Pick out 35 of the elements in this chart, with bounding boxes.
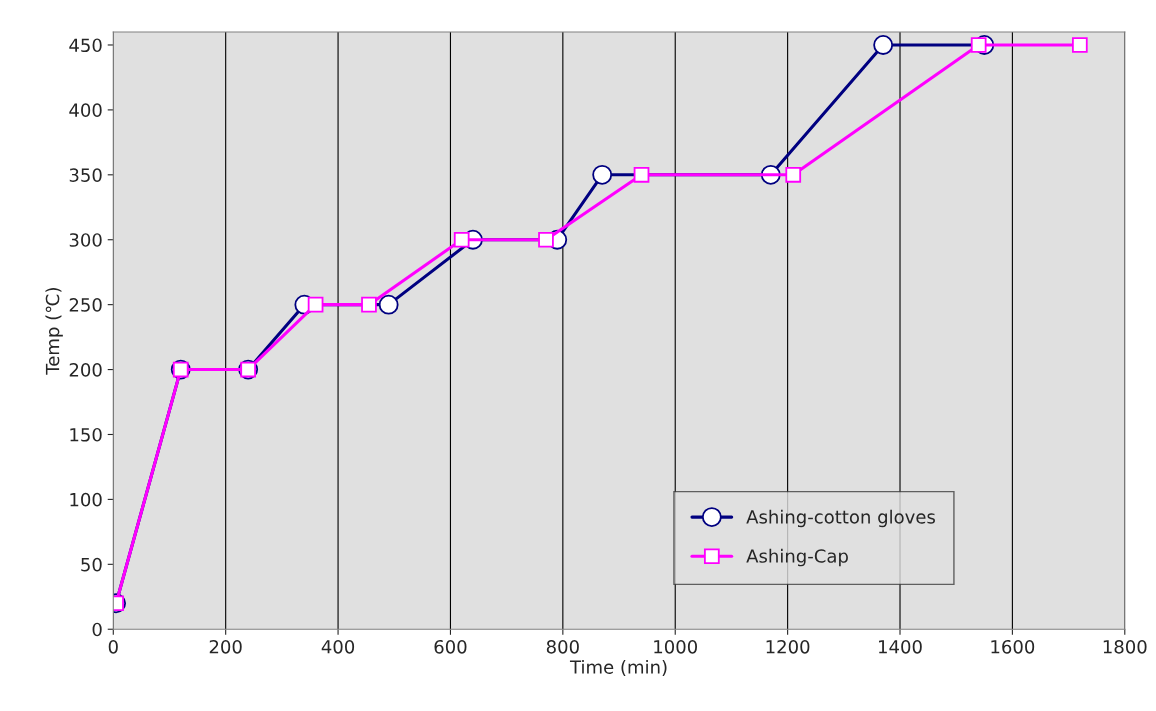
y-tick-label: 350	[69, 168, 102, 182]
point	[633, 166, 650, 183]
y-tick-label: 100	[70, 492, 102, 507]
point	[361, 296, 377, 313]
legend-label: Ashing-Cap	[746, 548, 848, 567]
x-tick-label: 1600	[991, 639, 1035, 654]
x-tick-label: 400	[321, 639, 355, 654]
point	[453, 231, 470, 248]
y-tick-label: 300	[69, 233, 102, 247]
point	[307, 296, 324, 313]
point	[592, 164, 613, 185]
point	[873, 35, 894, 55]
y-axis-title: Temp (℃)	[45, 288, 63, 375]
y-tick-label: 50	[81, 557, 102, 572]
x-tick-label: 1200	[766, 639, 810, 654]
y-tick-label: 200	[69, 363, 102, 377]
x-tick-label: 1800	[1103, 639, 1147, 654]
x-tick-label: 0	[108, 639, 118, 654]
x-tick-label: 800	[546, 639, 579, 654]
x-axis-title: Time (min)	[569, 659, 667, 676]
y-tick-label: 400	[69, 103, 102, 118]
legend-label: Ashing-cotton gloves	[746, 509, 935, 528]
y-tick-label: 0	[92, 622, 102, 637]
y-tick-label: 150	[70, 427, 102, 442]
y-tick-label: 250	[69, 298, 102, 312]
point	[378, 294, 399, 315]
y-tick-label: 450	[69, 38, 102, 53]
point	[970, 37, 987, 53]
point	[1071, 37, 1088, 53]
x-tick-label: 1000	[654, 639, 698, 654]
x-tick-label: 200	[209, 639, 242, 654]
x-tick-label: 1400	[879, 639, 922, 654]
x-tick-label: 600	[434, 639, 467, 654]
point	[785, 166, 802, 183]
point	[538, 231, 554, 248]
